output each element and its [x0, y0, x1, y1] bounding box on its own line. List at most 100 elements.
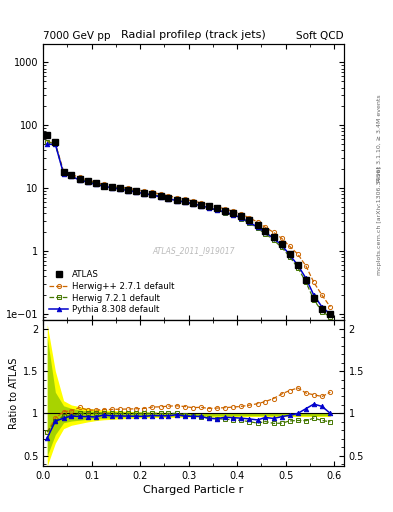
Pythia 8.308 default	[320, 304, 324, 310]
Y-axis label: Ratio to ATLAS: Ratio to ATLAS	[9, 357, 19, 429]
ATLAS	[328, 311, 332, 317]
Herwig 7.2.1 default	[126, 187, 130, 193]
Herwig++ 2.7.1 default	[150, 189, 155, 196]
Title: Radial profileρ (track jets): Radial profileρ (track jets)	[121, 30, 266, 40]
Herwig 7.2.1 default	[231, 212, 236, 219]
Pythia 8.308 default	[271, 236, 276, 242]
ATLAS	[207, 203, 211, 209]
Herwig 7.2.1 default	[271, 237, 276, 243]
Herwig++ 2.7.1 default	[279, 236, 284, 242]
Herwig 7.2.1 default	[304, 280, 309, 286]
ATLAS	[255, 222, 260, 228]
ATLAS	[150, 191, 155, 198]
Herwig 7.2.1 default	[93, 180, 98, 186]
ATLAS	[239, 213, 243, 219]
Herwig++ 2.7.1 default	[271, 229, 276, 236]
ATLAS	[279, 241, 284, 247]
Herwig 7.2.1 default	[190, 201, 195, 207]
Herwig++ 2.7.1 default	[45, 139, 50, 145]
Herwig++ 2.7.1 default	[61, 168, 66, 175]
ATLAS	[93, 180, 98, 186]
Herwig 7.2.1 default	[101, 183, 106, 189]
Herwig++ 2.7.1 default	[328, 304, 332, 310]
Text: mcplots.cern.ch [arXiv:1306.3436]: mcplots.cern.ch [arXiv:1306.3436]	[377, 166, 382, 274]
Herwig 7.2.1 default	[69, 173, 74, 179]
ATLAS	[142, 189, 147, 196]
Herwig++ 2.7.1 default	[239, 211, 243, 217]
ATLAS	[320, 306, 324, 312]
Pythia 8.308 default	[231, 211, 236, 218]
Herwig 7.2.1 default	[53, 141, 58, 147]
Herwig++ 2.7.1 default	[93, 179, 98, 185]
Herwig 7.2.1 default	[223, 209, 228, 216]
Pythia 8.308 default	[287, 252, 292, 258]
Pythia 8.308 default	[86, 179, 90, 185]
Line: Pythia 8.308 default: Pythia 8.308 default	[45, 142, 332, 316]
Herwig 7.2.1 default	[296, 265, 300, 271]
Pythia 8.308 default	[263, 229, 268, 236]
Pythia 8.308 default	[279, 242, 284, 248]
Herwig++ 2.7.1 default	[69, 172, 74, 178]
Pythia 8.308 default	[126, 187, 130, 194]
Pythia 8.308 default	[158, 194, 163, 200]
Pythia 8.308 default	[312, 292, 316, 298]
Text: Rivet 3.1.10, ≥ 3.4M events: Rivet 3.1.10, ≥ 3.4M events	[377, 94, 382, 182]
Herwig 7.2.1 default	[142, 189, 147, 196]
Herwig++ 2.7.1 default	[77, 174, 82, 180]
Pythia 8.308 default	[182, 199, 187, 205]
Herwig++ 2.7.1 default	[287, 243, 292, 249]
Herwig++ 2.7.1 default	[166, 193, 171, 199]
Herwig++ 2.7.1 default	[263, 224, 268, 230]
Herwig 7.2.1 default	[174, 197, 179, 203]
Herwig++ 2.7.1 default	[86, 177, 90, 183]
Herwig 7.2.1 default	[150, 191, 155, 198]
Line: Herwig++ 2.7.1 default: Herwig++ 2.7.1 default	[45, 140, 332, 309]
Herwig 7.2.1 default	[61, 170, 66, 176]
Herwig++ 2.7.1 default	[182, 196, 187, 202]
Herwig++ 2.7.1 default	[255, 219, 260, 225]
Pythia 8.308 default	[69, 173, 74, 179]
ATLAS	[101, 183, 106, 189]
Herwig++ 2.7.1 default	[296, 251, 300, 257]
Text: ATLAS_2011_I919017: ATLAS_2011_I919017	[152, 247, 235, 255]
Pythia 8.308 default	[190, 201, 195, 207]
ATLAS	[304, 277, 309, 283]
Pythia 8.308 default	[118, 186, 122, 192]
Pythia 8.308 default	[174, 198, 179, 204]
Pythia 8.308 default	[150, 192, 155, 198]
Pythia 8.308 default	[53, 141, 58, 147]
ATLAS	[231, 210, 236, 217]
Herwig++ 2.7.1 default	[207, 202, 211, 208]
Herwig++ 2.7.1 default	[304, 263, 309, 269]
Line: Herwig 7.2.1 default: Herwig 7.2.1 default	[45, 140, 332, 319]
ATLAS	[198, 202, 203, 208]
Pythia 8.308 default	[255, 224, 260, 230]
Legend: ATLAS, Herwig++ 2.7.1 default, Herwig 7.2.1 default, Pythia 8.308 default: ATLAS, Herwig++ 2.7.1 default, Herwig 7.…	[48, 269, 176, 316]
Herwig 7.2.1 default	[239, 216, 243, 222]
Herwig++ 2.7.1 default	[312, 280, 316, 286]
Pythia 8.308 default	[142, 190, 147, 197]
Pythia 8.308 default	[207, 205, 211, 211]
Herwig++ 2.7.1 default	[198, 200, 203, 206]
Herwig++ 2.7.1 default	[320, 292, 324, 298]
ATLAS	[182, 198, 187, 204]
ATLAS	[263, 228, 268, 234]
Pythia 8.308 default	[45, 141, 50, 147]
Pythia 8.308 default	[328, 311, 332, 317]
ATLAS	[287, 251, 292, 257]
Herwig++ 2.7.1 default	[231, 208, 236, 215]
Herwig 7.2.1 default	[207, 205, 211, 211]
Pythia 8.308 default	[247, 219, 252, 225]
Herwig++ 2.7.1 default	[118, 184, 122, 190]
ATLAS	[174, 197, 179, 203]
Herwig++ 2.7.1 default	[190, 198, 195, 204]
ATLAS	[166, 195, 171, 201]
Pythia 8.308 default	[296, 262, 300, 268]
Pythia 8.308 default	[304, 275, 309, 282]
ATLAS	[247, 217, 252, 223]
Pythia 8.308 default	[239, 215, 243, 221]
Text: Soft QCD: Soft QCD	[296, 31, 344, 41]
Text: 7000 GeV pp: 7000 GeV pp	[43, 31, 111, 41]
ATLAS	[45, 132, 50, 138]
Herwig 7.2.1 default	[279, 244, 284, 250]
